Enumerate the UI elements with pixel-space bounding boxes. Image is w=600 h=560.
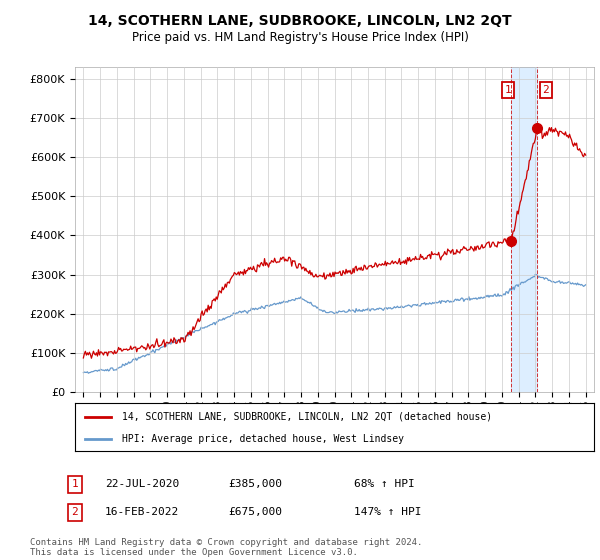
Text: 147% ↑ HPI: 147% ↑ HPI	[354, 507, 421, 517]
Text: 14, SCOTHERN LANE, SUDBROOKE, LINCOLN, LN2 2QT (detached house): 14, SCOTHERN LANE, SUDBROOKE, LINCOLN, L…	[122, 412, 492, 422]
Text: 16-FEB-2022: 16-FEB-2022	[105, 507, 179, 517]
Text: HPI: Average price, detached house, West Lindsey: HPI: Average price, detached house, West…	[122, 434, 404, 444]
Text: 1: 1	[71, 479, 79, 489]
Bar	[511, 67, 538, 392]
Text: £675,000: £675,000	[228, 507, 282, 517]
Text: 1: 1	[505, 85, 511, 95]
Text: 22-JUL-2020: 22-JUL-2020	[105, 479, 179, 489]
Text: Contains HM Land Registry data © Crown copyright and database right 2024.
This d: Contains HM Land Registry data © Crown c…	[30, 538, 422, 557]
Text: 2: 2	[542, 85, 549, 95]
Text: 68% ↑ HPI: 68% ↑ HPI	[354, 479, 415, 489]
Text: Price paid vs. HM Land Registry's House Price Index (HPI): Price paid vs. HM Land Registry's House …	[131, 31, 469, 44]
Text: 14, SCOTHERN LANE, SUDBROOKE, LINCOLN, LN2 2QT: 14, SCOTHERN LANE, SUDBROOKE, LINCOLN, L…	[88, 14, 512, 28]
Text: 2: 2	[71, 507, 79, 517]
Text: £385,000: £385,000	[228, 479, 282, 489]
